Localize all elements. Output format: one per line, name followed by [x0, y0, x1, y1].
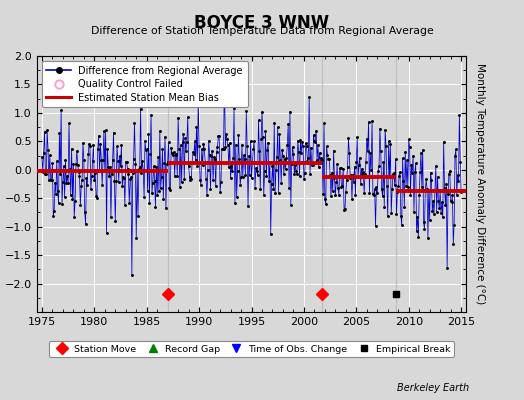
- Text: BOYCE 3 WNW: BOYCE 3 WNW: [194, 14, 330, 32]
- Legend: Station Move, Record Gap, Time of Obs. Change, Empirical Break: Station Move, Record Gap, Time of Obs. C…: [49, 341, 454, 357]
- Legend: Difference from Regional Average, Quality Control Failed, Estimated Station Mean: Difference from Regional Average, Qualit…: [41, 61, 248, 107]
- Y-axis label: Monthly Temperature Anomaly Difference (°C): Monthly Temperature Anomaly Difference (…: [475, 63, 485, 305]
- Text: Difference of Station Temperature Data from Regional Average: Difference of Station Temperature Data f…: [91, 26, 433, 36]
- Text: Berkeley Earth: Berkeley Earth: [397, 383, 469, 393]
